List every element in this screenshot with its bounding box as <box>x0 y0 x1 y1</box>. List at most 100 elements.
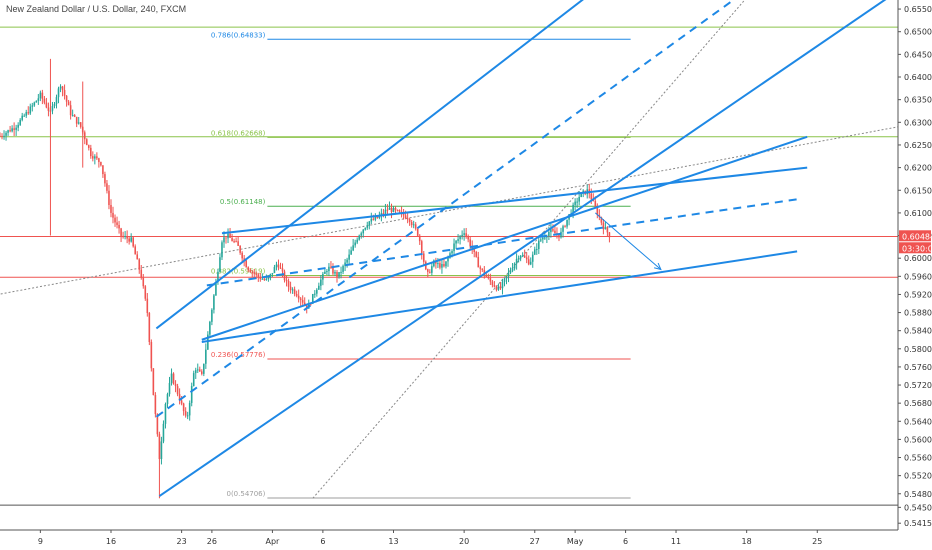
time-tick-label: Apr <box>266 537 281 546</box>
candle-body <box>525 257 528 260</box>
candle-body <box>594 200 597 208</box>
candle-body <box>350 250 352 255</box>
candle-body <box>17 124 19 128</box>
time-tick-label: 20 <box>459 537 469 546</box>
candle-body <box>5 132 7 136</box>
candle-body <box>491 281 494 286</box>
candle-body <box>378 215 381 218</box>
candle-body <box>356 239 358 243</box>
candle-body <box>501 281 504 289</box>
candle-body <box>330 266 332 268</box>
candle-body <box>503 278 506 282</box>
trend-line-4[interactable] <box>221 166 808 235</box>
time-tick-label: 27 <box>530 537 540 546</box>
trend-line-0[interactable] <box>158 0 887 497</box>
candle-body <box>354 242 356 246</box>
candle-body <box>25 112 28 116</box>
dotted-line-0[interactable] <box>0 126 899 304</box>
candle-body <box>608 232 611 238</box>
candle-body <box>384 209 387 214</box>
candle-body <box>414 224 417 229</box>
candle-body <box>376 216 379 218</box>
candle-body <box>21 115 23 120</box>
time-axis[interactable]: 9 16 23 26 Apr 6 13 20 27 May 6 11 18 25 <box>0 529 898 546</box>
trend-line-3[interactable] <box>201 135 808 341</box>
candle-body <box>251 272 254 274</box>
candle-body <box>324 271 326 274</box>
candle-body <box>41 92 44 99</box>
candle-body <box>192 373 195 386</box>
candle-body <box>51 106 54 111</box>
candle-body <box>554 230 556 234</box>
candle-body <box>410 221 413 225</box>
candle-body <box>257 274 260 277</box>
candle-body <box>3 135 5 137</box>
candle-body <box>295 293 298 296</box>
projection-arrow[interactable] <box>594 212 662 271</box>
candle-body <box>102 165 104 175</box>
candle-body <box>431 266 433 273</box>
candle-body <box>92 156 94 159</box>
candle-body <box>540 239 542 241</box>
candle-body <box>336 271 338 277</box>
candle-body <box>198 369 201 372</box>
candle-body <box>148 313 151 342</box>
candle-body <box>328 266 330 272</box>
candle-body <box>106 183 108 191</box>
candle-body <box>318 285 320 290</box>
candle-body <box>497 286 500 290</box>
candle-body <box>71 115 74 117</box>
arrow-head[interactable] <box>653 262 662 271</box>
candle-body <box>459 236 461 240</box>
candle-body <box>253 272 256 274</box>
trend-line-6[interactable] <box>201 250 798 343</box>
candle-body <box>558 234 560 238</box>
candle-body <box>122 235 124 237</box>
candle-body <box>156 413 159 435</box>
trend-line-1[interactable] <box>155 0 585 330</box>
candle-body <box>596 207 599 215</box>
time-tick-label: 6 <box>623 537 628 546</box>
candle-body <box>47 107 50 111</box>
candle-body <box>277 264 280 268</box>
candle-body <box>463 233 465 235</box>
candle-body <box>550 229 552 233</box>
trend-line-5[interactable] <box>206 198 798 287</box>
dotted-line-1[interactable] <box>312 0 747 499</box>
candle-body <box>303 302 306 305</box>
candle-body <box>564 226 566 228</box>
candle-body <box>429 271 431 273</box>
trend-lines[interactable] <box>155 0 888 497</box>
candle-body <box>67 101 70 106</box>
fib-level-label-2: 0.5(0.61148) <box>220 198 266 206</box>
candle-body <box>523 255 526 258</box>
candle-body <box>221 242 223 258</box>
candle-body <box>519 255 522 259</box>
candle-body <box>509 270 512 273</box>
candle-body <box>231 237 233 242</box>
candle-body <box>489 278 492 282</box>
candle-body <box>346 259 348 263</box>
candle-body <box>126 236 128 239</box>
candle-body <box>160 441 163 460</box>
candle-body <box>29 106 32 114</box>
candle-body <box>461 234 463 237</box>
candle-body <box>188 402 191 416</box>
candle-body <box>275 264 278 267</box>
last-price-tag <box>899 230 931 242</box>
candle-body <box>531 254 534 262</box>
candle-body <box>55 97 58 105</box>
candle-body <box>45 102 48 108</box>
candle-body <box>7 130 9 133</box>
arrow-shaft[interactable] <box>594 212 662 270</box>
